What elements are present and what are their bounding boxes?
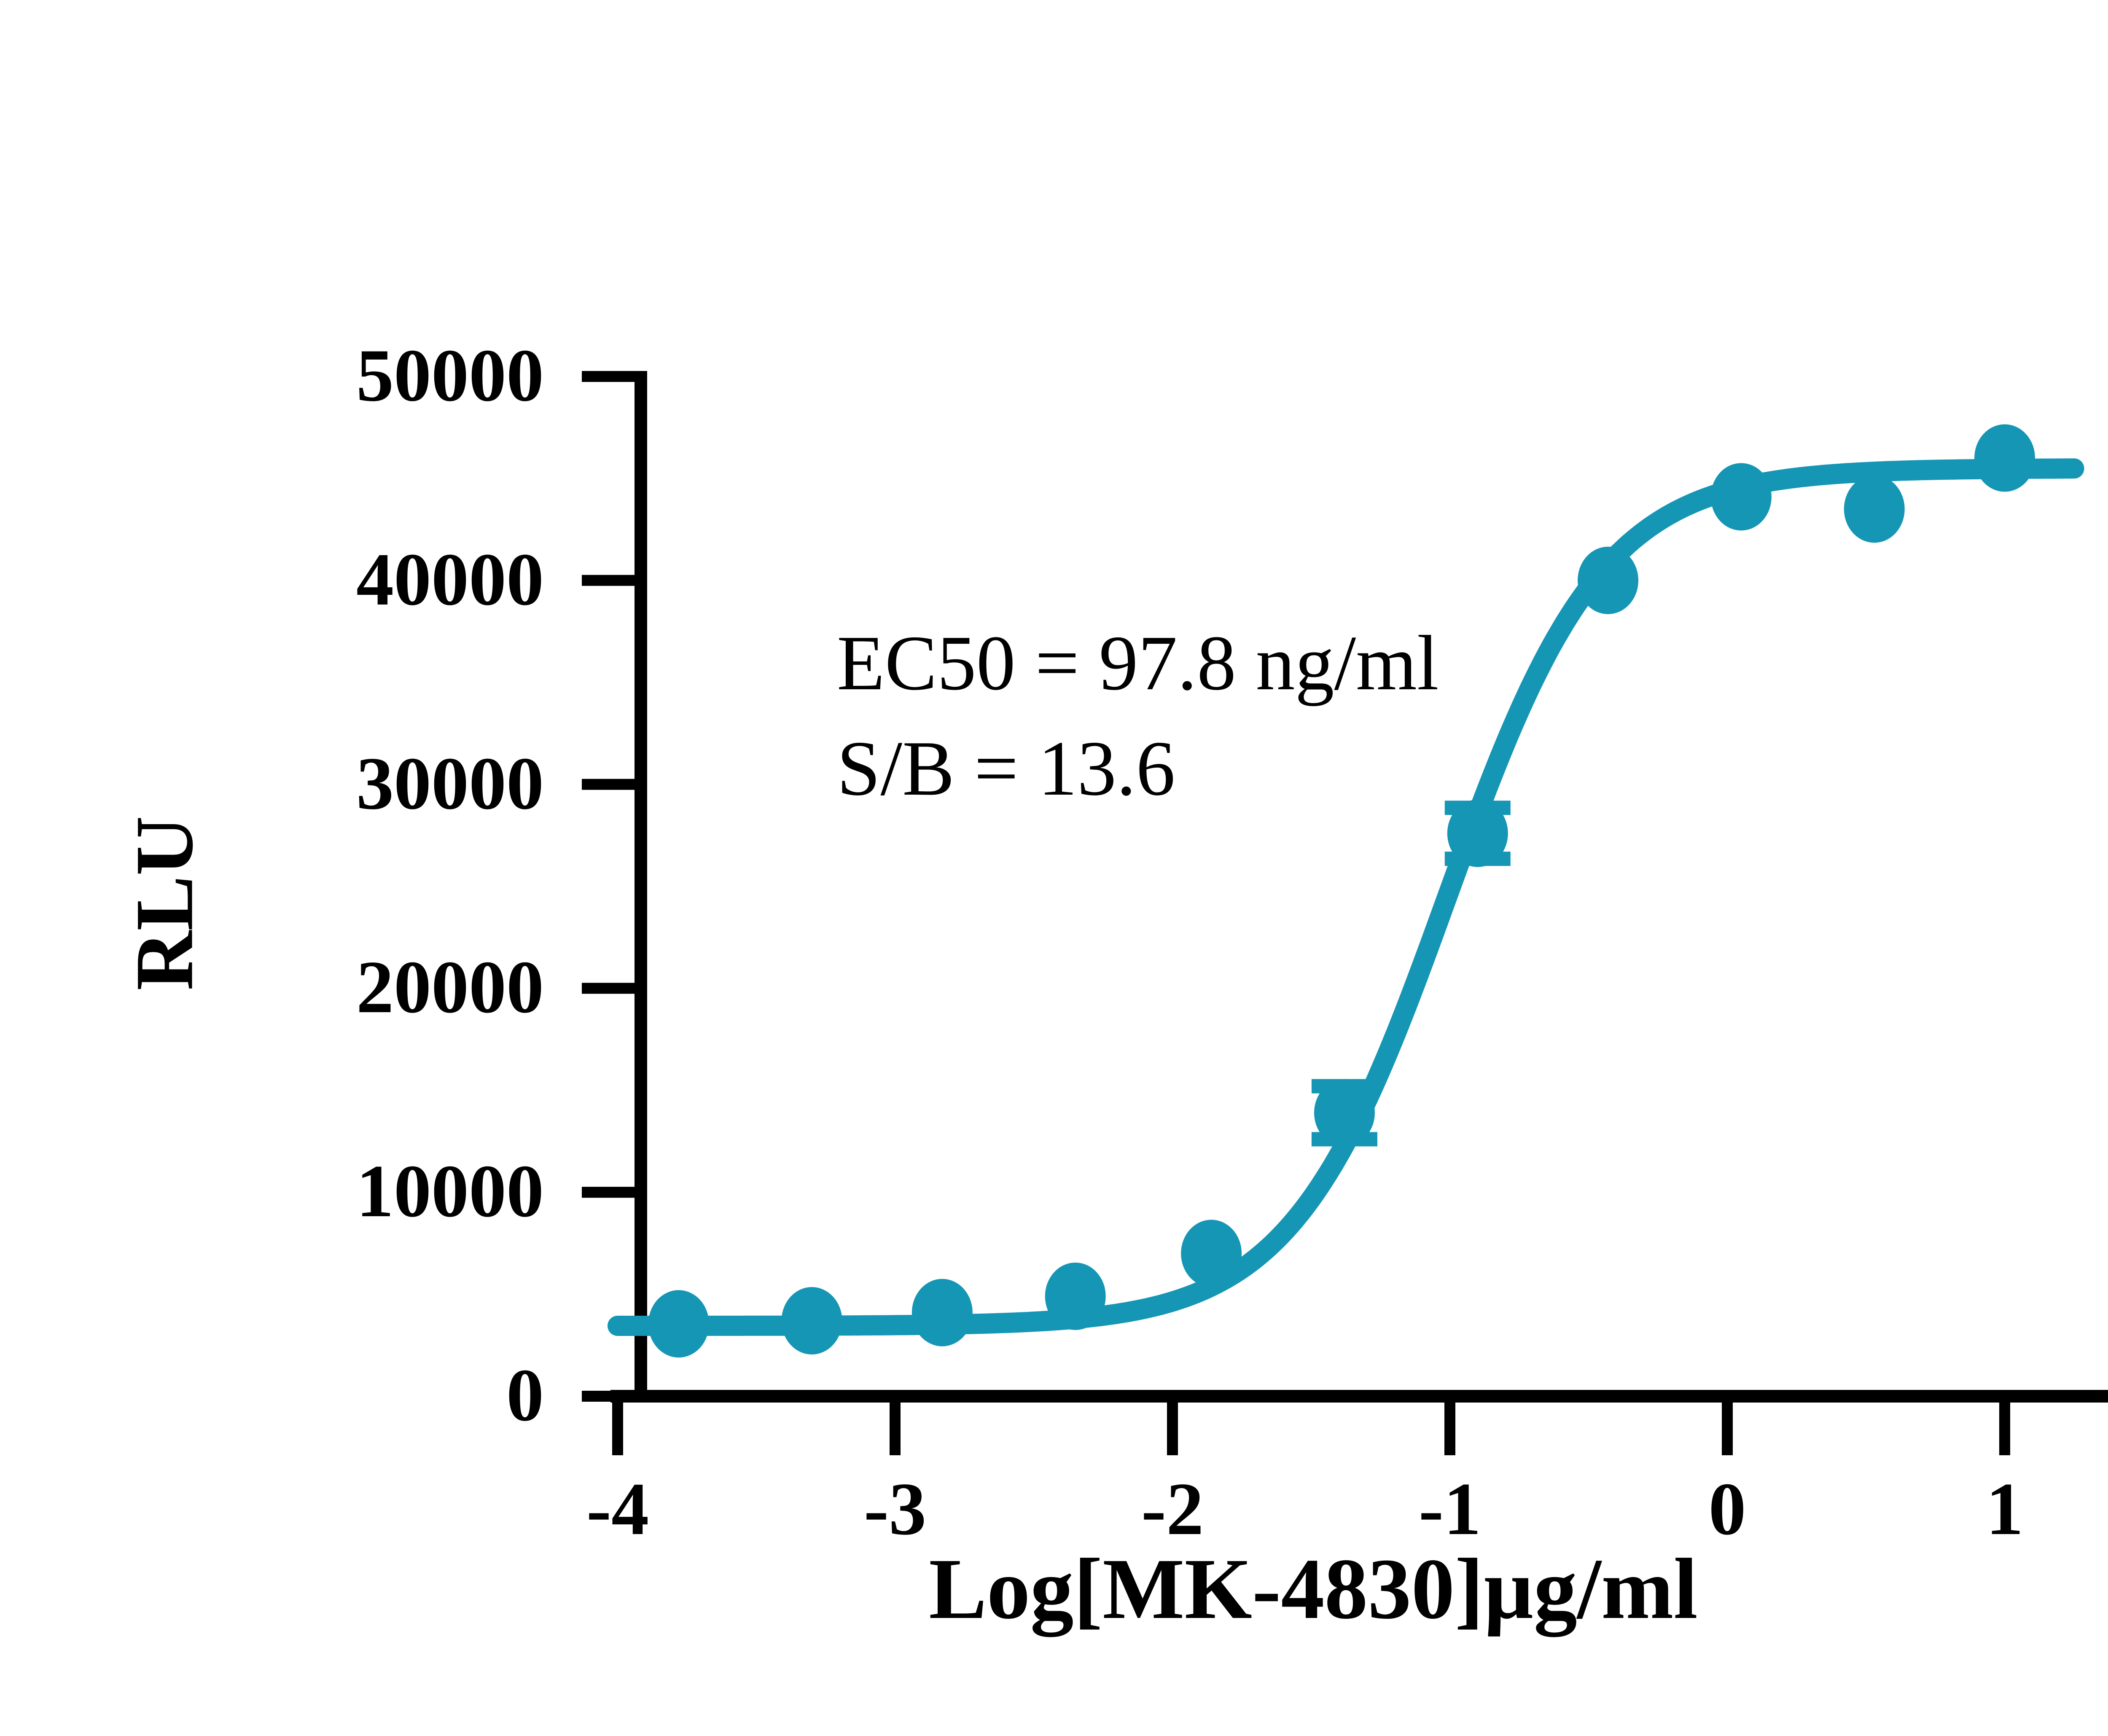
data-point — [1974, 424, 2035, 492]
x-tick-label: -2 — [1141, 1467, 1204, 1551]
data-point — [1447, 799, 1508, 867]
y-tick-label: 30000 — [356, 741, 544, 825]
axis-spines — [610, 371, 2108, 1403]
y-axis-ticks — [582, 371, 641, 1402]
x-axis-ticks — [612, 1396, 2010, 1455]
data-point — [911, 1279, 973, 1346]
data-point — [648, 1290, 709, 1358]
y-tick-label: 20000 — [356, 945, 544, 1029]
data-point — [1578, 546, 1639, 614]
data-point — [1045, 1262, 1106, 1330]
y-axis-label: RLU — [118, 816, 210, 991]
x-tick-label: -4 — [586, 1467, 649, 1551]
y-tick-label: 0 — [506, 1353, 544, 1437]
data-point — [781, 1287, 842, 1354]
x-tick-label: 1 — [1986, 1467, 2024, 1551]
data-point — [1710, 463, 1772, 531]
x-axis-label: Log[MK-4830]µg/ml — [929, 1540, 1698, 1637]
x-tick-label: -3 — [863, 1467, 927, 1551]
y-tick-label: 10000 — [356, 1149, 544, 1233]
x-tick-label: -1 — [1418, 1467, 1482, 1551]
data-point — [1314, 1079, 1375, 1147]
x-tick-label: 0 — [1708, 1467, 1746, 1551]
data-point — [1181, 1220, 1242, 1287]
data-markers — [648, 424, 2035, 1358]
y-tick-label: 50000 — [356, 333, 544, 417]
ec50-annotation: EC50 = 97.8 ng/ml — [837, 620, 1439, 707]
y-tick-label: 40000 — [356, 537, 544, 621]
data-point — [1844, 475, 1905, 543]
sb-annotation: S/B = 13.6 — [837, 725, 1175, 812]
